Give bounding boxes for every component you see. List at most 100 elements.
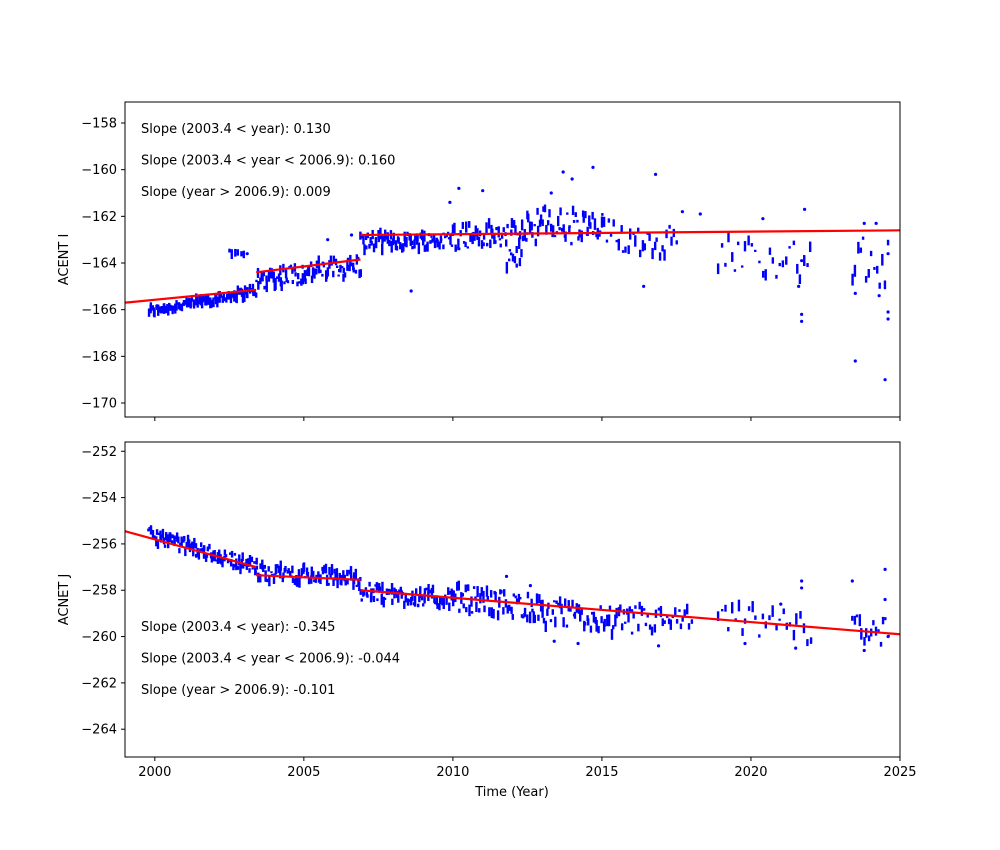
data-point [590,611,594,615]
data-point [208,543,211,550]
data-point [458,608,461,613]
data-point [210,299,213,308]
data-point [536,225,540,237]
data-point [272,576,276,584]
data-point [279,567,282,579]
data-point [270,571,273,574]
data-point [764,621,768,629]
data-point [427,584,430,594]
data-point [270,269,273,279]
data-point [380,593,383,605]
data-point [558,596,562,609]
data-point [291,267,294,274]
data-point [177,536,180,544]
y-tick-label: −252 [81,445,117,460]
data-point [285,277,288,283]
data-point [343,272,347,278]
data-point [346,259,349,271]
data-point [504,239,508,247]
data-point [580,230,583,243]
data-point [231,291,234,298]
data-point [175,300,178,311]
data-point [348,264,351,272]
data-point [538,594,541,604]
data-point [510,606,513,614]
data-point [550,223,553,232]
data-point [423,230,426,242]
data-point [346,569,349,577]
data-point [185,541,188,548]
data-point [797,284,801,288]
data-point [307,265,311,277]
data-point [330,564,334,576]
data-point [248,568,251,573]
data-point [236,285,240,295]
data-point [192,299,196,309]
data-point [571,599,574,607]
data-point [399,586,403,591]
data-point [545,224,548,235]
data-point [494,240,497,244]
data-point [526,591,530,599]
data-point [886,310,890,314]
data-point [589,222,592,229]
data-point [461,221,465,229]
data-point [663,249,666,261]
data-point [668,224,671,229]
data-point [531,608,534,613]
data-point [641,240,645,252]
data-point [449,234,452,245]
data-point [296,273,300,280]
data-point [803,255,806,267]
data-point [223,297,227,301]
data-point [395,245,399,251]
data-point [576,641,580,646]
data-point [537,614,540,621]
data-point [433,240,437,249]
data-point [253,561,256,564]
data-point [169,304,172,311]
data-point [651,247,654,260]
data-point [324,563,328,574]
data-point [438,603,441,611]
data-point [535,593,539,604]
fit-line [125,288,257,304]
data-point [329,573,332,579]
data-point [199,294,202,306]
data-point [534,238,538,247]
data-point [597,625,600,634]
data-point [736,241,740,246]
data-point [464,584,467,593]
data-point [514,225,517,236]
data-point [293,578,297,585]
data-point [768,247,772,255]
data-point [247,558,250,567]
data-point [310,275,314,284]
data-point [523,607,527,617]
data-point [659,606,663,618]
data-point [317,575,321,583]
data-point [743,641,747,646]
data-point [346,578,349,585]
data-point [261,559,264,570]
data-point [325,574,329,586]
data-point [340,266,344,269]
y-tick-label: −168 [81,350,117,365]
data-point [390,583,394,595]
data-point [267,269,271,282]
data-point [568,226,571,233]
data-point [587,618,590,626]
slope-annotation: Slope (year > 2006.9): -0.101 [141,683,335,698]
data-point [404,592,407,603]
data-point [497,226,500,238]
data-point [267,566,270,572]
data-point [867,635,871,642]
data-point [358,269,361,279]
data-point [300,278,303,286]
data-point [236,566,240,570]
data-point [230,249,233,260]
data-point [419,232,422,239]
data-point [442,597,445,610]
data-point [602,216,606,227]
